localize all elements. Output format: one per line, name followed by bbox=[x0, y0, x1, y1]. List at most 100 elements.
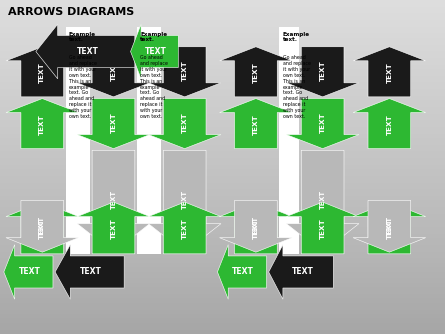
Text: TEXT: TEXT bbox=[110, 190, 117, 209]
Text: TEXT: TEXT bbox=[110, 113, 117, 133]
Bar bbox=[0, 276, 445, 278]
Bar bbox=[0, 251, 445, 254]
Text: Example
text.: Example text. bbox=[69, 32, 96, 42]
Bar bbox=[0, 26, 445, 29]
Text: TEXT: TEXT bbox=[80, 268, 102, 277]
Polygon shape bbox=[55, 245, 124, 299]
Bar bbox=[0, 84, 445, 87]
Bar bbox=[0, 182, 445, 185]
Bar bbox=[0, 73, 445, 76]
Bar bbox=[0, 284, 445, 287]
Polygon shape bbox=[6, 200, 79, 252]
Bar bbox=[0, 189, 445, 191]
Bar bbox=[0, 291, 445, 294]
Bar bbox=[0, 222, 445, 225]
Polygon shape bbox=[219, 202, 292, 254]
Bar bbox=[0, 117, 445, 120]
Text: TEXT: TEXT bbox=[253, 216, 259, 235]
Bar bbox=[0, 229, 445, 231]
Text: TEXT: TEXT bbox=[182, 113, 188, 133]
Bar bbox=[0, 140, 445, 143]
Bar bbox=[0, 211, 445, 214]
Bar bbox=[0, 79, 445, 82]
Text: TEXT: TEXT bbox=[39, 216, 45, 235]
Text: TEXT: TEXT bbox=[320, 61, 326, 81]
Bar bbox=[0, 173, 445, 176]
Bar bbox=[0, 235, 445, 238]
Bar bbox=[0, 162, 445, 165]
Bar bbox=[0, 55, 445, 58]
Bar bbox=[0, 209, 445, 211]
Bar bbox=[0, 111, 445, 114]
Bar bbox=[0, 109, 445, 111]
Bar bbox=[0, 102, 445, 105]
Bar bbox=[0, 2, 445, 4]
Bar bbox=[0, 329, 445, 332]
Bar bbox=[0, 28, 445, 31]
Bar bbox=[0, 193, 445, 196]
Bar bbox=[0, 13, 445, 16]
Bar bbox=[0, 142, 445, 145]
Bar bbox=[0, 50, 445, 53]
Bar bbox=[0, 33, 445, 36]
Bar bbox=[0, 282, 445, 285]
Text: TEXT: TEXT bbox=[253, 218, 259, 239]
Bar bbox=[0, 287, 445, 290]
Bar bbox=[0, 129, 445, 131]
Bar bbox=[0, 44, 445, 47]
Bar bbox=[0, 97, 445, 100]
Bar bbox=[0, 258, 445, 261]
Bar bbox=[0, 164, 445, 167]
Bar bbox=[0, 186, 445, 189]
Bar bbox=[0, 237, 445, 240]
Bar bbox=[0, 68, 445, 71]
Bar bbox=[0, 144, 445, 147]
Bar bbox=[0, 253, 445, 256]
Bar bbox=[0, 226, 445, 229]
Bar bbox=[0, 171, 445, 174]
Bar bbox=[0, 307, 445, 310]
Text: TEXT: TEXT bbox=[386, 218, 392, 239]
Polygon shape bbox=[286, 202, 359, 254]
Bar bbox=[0, 233, 445, 236]
Bar bbox=[0, 66, 445, 69]
Text: TEXT: TEXT bbox=[110, 218, 117, 239]
Bar bbox=[0, 10, 445, 13]
Bar bbox=[0, 77, 445, 80]
Polygon shape bbox=[353, 99, 426, 149]
Text: TEXT: TEXT bbox=[320, 113, 326, 133]
Polygon shape bbox=[77, 99, 150, 149]
Bar bbox=[0, 202, 445, 205]
Bar bbox=[0, 331, 445, 334]
Bar bbox=[0, 311, 445, 314]
Bar bbox=[0, 35, 445, 38]
Bar bbox=[0, 318, 445, 321]
Bar bbox=[0, 217, 445, 220]
Polygon shape bbox=[148, 202, 221, 254]
Bar bbox=[0, 224, 445, 227]
Bar bbox=[0, 267, 445, 270]
Bar bbox=[0, 120, 445, 123]
Bar bbox=[0, 206, 445, 209]
Bar bbox=[0, 215, 445, 218]
Bar bbox=[0, 59, 445, 62]
Polygon shape bbox=[148, 150, 221, 252]
Bar bbox=[0, 313, 445, 316]
Polygon shape bbox=[219, 99, 292, 149]
Polygon shape bbox=[286, 47, 359, 97]
Polygon shape bbox=[148, 47, 221, 97]
Bar bbox=[0, 240, 445, 243]
Bar bbox=[0, 256, 445, 258]
Polygon shape bbox=[6, 99, 79, 149]
Text: Go ahead
and replace
it with your
own text.
This is an
example
text. Go
ahead an: Go ahead and replace it with your own te… bbox=[283, 55, 311, 119]
Text: Example
text.: Example text. bbox=[140, 32, 167, 42]
Polygon shape bbox=[6, 47, 79, 97]
Bar bbox=[0, 169, 445, 171]
Bar bbox=[0, 195, 445, 198]
Bar bbox=[0, 122, 445, 125]
Text: TEXT: TEXT bbox=[253, 62, 259, 83]
Bar bbox=[0, 177, 445, 180]
Polygon shape bbox=[36, 24, 135, 79]
Bar bbox=[0, 191, 445, 194]
Bar bbox=[0, 260, 445, 263]
